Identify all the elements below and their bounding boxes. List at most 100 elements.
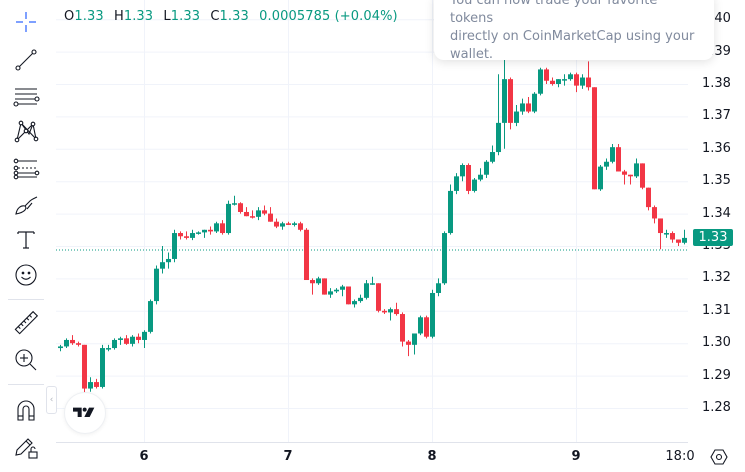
candle [178, 233, 183, 237]
candle [94, 382, 99, 387]
price-label: 1.35 [702, 173, 731, 189]
time-label: 8 [427, 449, 437, 464]
fib-retracement-icon [13, 158, 40, 180]
candle [370, 283, 375, 285]
settings-hexagon-icon [710, 449, 728, 465]
candle [484, 161, 489, 175]
candle [100, 348, 105, 387]
price-label: 1.28 [702, 400, 731, 415]
chart-pane[interactable] [56, 0, 688, 442]
time-axis[interactable]: 6 7 8 9 18:0 [56, 442, 695, 471]
candle [304, 229, 309, 281]
price-label: 1.34 [702, 205, 731, 221]
candle [184, 236, 189, 238]
candle [628, 174, 633, 177]
candle [238, 203, 243, 212]
candlestick-plot[interactable] [56, 0, 688, 442]
horizontal-lines-icon [13, 88, 40, 107]
candle [226, 203, 231, 234]
candle [556, 79, 561, 84]
candle [268, 213, 273, 222]
candle [610, 147, 615, 162]
high-value: 1.33 [123, 9, 154, 24]
price-label: 1.30 [702, 335, 731, 351]
time-label: 18:0 [665, 449, 695, 464]
candle [454, 176, 459, 191]
candle [322, 278, 327, 295]
price-label: 1.31 [702, 302, 731, 318]
candle [244, 211, 249, 217]
pattern-button[interactable] [8, 115, 44, 147]
candle [682, 237, 687, 243]
candle [418, 317, 423, 334]
candle [544, 69, 549, 81]
price-axis[interactable]: 1.401.391.381.371.361.351.341.331.321.31… [688, 0, 745, 442]
change-value: 0.0005785 (+0.04%) [259, 9, 398, 24]
candle [514, 111, 519, 123]
candle [472, 179, 477, 191]
candle [424, 317, 429, 337]
candle [262, 210, 267, 214]
high-label: H [113, 9, 124, 24]
price-label: 1.32 [702, 270, 731, 286]
crosshair-button[interactable] [8, 6, 44, 38]
candle [136, 336, 141, 340]
horizontal-lines-button[interactable] [8, 80, 44, 112]
candle [574, 74, 579, 86]
price-label: 1.37 [702, 108, 731, 124]
candle [340, 286, 345, 290]
collapse-toolbar-button[interactable]: ‹ [46, 386, 57, 414]
candle [496, 122, 501, 153]
brush-button[interactable] [8, 189, 44, 221]
chart-settings-button[interactable] [708, 446, 730, 468]
toolbar-divider [8, 299, 44, 300]
candle [250, 216, 255, 218]
candle [622, 171, 627, 175]
candle [580, 77, 585, 86]
candle [412, 333, 417, 345]
drawing-toolbar [0, 0, 52, 470]
candle [118, 338, 123, 340]
candle [328, 291, 333, 295]
emoji-button[interactable] [8, 259, 44, 291]
toast-line: You can now trade your favorite tokens [450, 0, 658, 26]
candle [82, 344, 87, 389]
candle [532, 93, 537, 112]
candle [670, 233, 675, 240]
tradingview-logo[interactable] [64, 392, 106, 434]
candle [214, 223, 219, 232]
candle [592, 87, 597, 190]
candle [562, 79, 567, 81]
lock-drawings-button[interactable] [8, 431, 44, 463]
candle [538, 69, 543, 94]
candle [568, 74, 573, 80]
ruler-button[interactable] [8, 307, 44, 339]
magnet-button[interactable] [8, 394, 44, 426]
text-button[interactable] [8, 224, 44, 256]
candle [202, 229, 207, 233]
zoom-in-icon [15, 349, 37, 371]
candle [442, 233, 447, 284]
candle [490, 152, 495, 162]
notification-toast: You can now trade your favorite tokens d… [434, 0, 714, 62]
fib-retracement-button[interactable] [8, 153, 44, 185]
candle [634, 163, 639, 177]
candle [436, 283, 441, 293]
candle [160, 262, 165, 269]
time-label: 9 [571, 449, 581, 464]
zoom-in-button[interactable] [8, 344, 44, 376]
crosshair-icon [16, 12, 36, 32]
time-label: 7 [283, 449, 293, 464]
price-label: 1.36 [702, 140, 731, 156]
candle [106, 348, 111, 350]
candle [76, 343, 81, 345]
candle [598, 166, 603, 190]
candle [646, 187, 651, 208]
candle [148, 301, 153, 332]
candle [346, 286, 351, 305]
candle [658, 218, 663, 234]
ruler-icon [14, 310, 39, 335]
candle [316, 278, 321, 284]
trend-line-button[interactable] [8, 44, 44, 76]
candle [280, 223, 285, 227]
